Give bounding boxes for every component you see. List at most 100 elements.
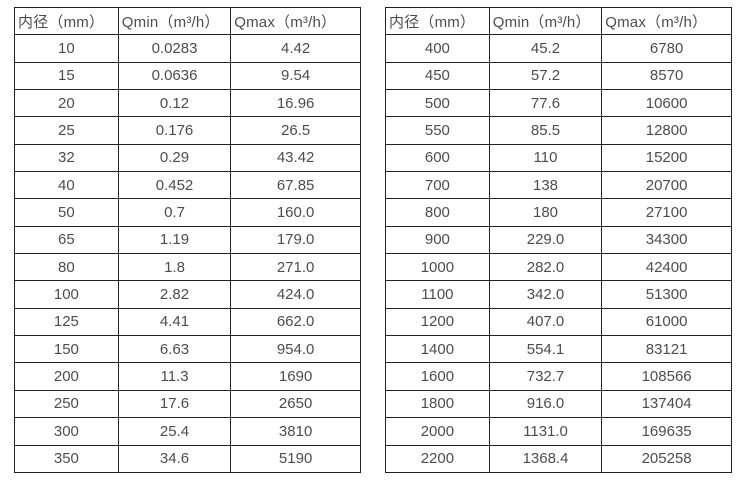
table-cell: 50 (14, 198, 119, 227)
table-row: 600 110 15200 (385, 143, 732, 173)
table-cell: 6.63 (117, 335, 232, 364)
flow-table-large-diameter: 内径（mm） Qmin（m³/h） Qmax（m³/h） 400 45.2 6780 45… (385, 6, 732, 473)
table-row: 450 57.2 8570 (385, 61, 732, 91)
table-row: 20 0.12 16.96 (14, 89, 361, 118)
table-row: 65 1.19 179.0 (14, 225, 361, 255)
table-cell: 80 (14, 253, 119, 282)
table-cell: 57.2 (488, 61, 603, 91)
table-row: 1800 916.0 137404 (385, 389, 732, 419)
table-cell: 424.0 (230, 280, 361, 309)
table-cell: 700 (385, 171, 490, 200)
table-cell: 2200 (385, 444, 490, 473)
table-cell: 0.176 (117, 116, 232, 145)
table-cell: 26.5 (230, 116, 361, 145)
table-cell: 271.0 (230, 253, 361, 282)
table-cell: 85.5 (488, 116, 603, 145)
table-cell: 43.42 (230, 143, 361, 173)
table-row: 1400 554.1 83121 (385, 335, 732, 364)
table-cell: 554.1 (488, 335, 603, 364)
table-cell: 282.0 (488, 253, 603, 282)
table-cell: 17.6 (117, 389, 232, 419)
table-cell: 500 (385, 89, 490, 118)
table-cell: 732.7 (488, 362, 603, 391)
table-row: 125 4.41 662.0 (14, 307, 361, 337)
table-cell: 137404 (601, 389, 732, 419)
table-cell: 160.0 (230, 198, 361, 227)
table-cell: 42400 (601, 253, 732, 282)
table-header-row: 内径（mm） Qmin（m³/h） Qmax（m³/h） (14, 6, 361, 36)
table-cell: 2650 (230, 389, 361, 419)
table-cell: 662.0 (230, 307, 361, 337)
table-cell: 300 (14, 417, 119, 446)
table-row: 250 17.6 2650 (14, 389, 361, 419)
table-cell: 100 (14, 280, 119, 309)
table-cell: 67.85 (230, 171, 361, 200)
table-cell: 83121 (601, 335, 732, 364)
table-cell: 1368.4 (488, 444, 603, 473)
table-cell: 1690 (230, 362, 361, 391)
table-row: 1600 732.7 108566 (385, 362, 732, 391)
table-row: 25 0.176 26.5 (14, 116, 361, 145)
table-cell: 4.42 (230, 34, 361, 63)
table-cell: 205258 (601, 444, 732, 473)
table-cell: 20 (14, 89, 119, 118)
table-cell: 450 (385, 61, 490, 91)
table-cell: 3810 (230, 417, 361, 446)
column-header: Qmin（m³/h） (117, 6, 232, 36)
table-cell: 1131.0 (488, 417, 603, 446)
table-cell: 32 (14, 143, 119, 173)
table-cell: 250 (14, 389, 119, 419)
table-row: 550 85.5 12800 (385, 116, 732, 145)
table-cell: 954.0 (230, 335, 361, 364)
table-cell: 10 (14, 34, 119, 63)
table-row: 350 34.6 5190 (14, 444, 361, 473)
table-cell: 1800 (385, 389, 490, 419)
flow-table-small-diameter: 内径（mm） Qmin（m³/h） Qmax（m³/h） 10 0.0283 4.42 1… (14, 6, 361, 473)
table-row: 150 6.63 954.0 (14, 335, 361, 364)
table-cell: 5190 (230, 444, 361, 473)
table-cell: 15 (14, 61, 119, 91)
table-cell: 0.12 (117, 89, 232, 118)
table-row: 100 2.82 424.0 (14, 280, 361, 309)
table-cell: 110 (488, 143, 603, 173)
table-cell: 2.82 (117, 280, 232, 309)
column-header: Qmax（m³/h） (601, 6, 732, 36)
table-cell: 407.0 (488, 307, 603, 337)
flow-tables-container: 内径（mm） Qmin（m³/h） Qmax（m³/h） 10 0.0283 4.42 1… (14, 6, 732, 473)
table-cell: 51300 (601, 280, 732, 309)
table-row: 2200 1368.4 205258 (385, 444, 732, 473)
table-row: 32 0.29 43.42 (14, 143, 361, 173)
table-cell: 550 (385, 116, 490, 145)
table-row: 700 138 20700 (385, 171, 732, 200)
table-cell: 0.7 (117, 198, 232, 227)
table-row: 500 77.6 10600 (385, 89, 732, 118)
table-cell: 40 (14, 171, 119, 200)
table-cell: 15200 (601, 143, 732, 173)
table-cell: 179.0 (230, 225, 361, 255)
table-cell: 2000 (385, 417, 490, 446)
table-cell: 34300 (601, 225, 732, 255)
table-cell: 25 (14, 116, 119, 145)
column-header: 内径（mm） (14, 6, 119, 36)
table-cell: 65 (14, 225, 119, 255)
table-cell: 0.29 (117, 143, 232, 173)
table-row: 200 11.3 1690 (14, 362, 361, 391)
table-cell: 800 (385, 198, 490, 227)
table-cell: 0.0283 (117, 34, 232, 63)
table-cell: 342.0 (488, 280, 603, 309)
table-cell: 1600 (385, 362, 490, 391)
table-cell: 1.8 (117, 253, 232, 282)
table-cell: 27100 (601, 198, 732, 227)
table-cell: 916.0 (488, 389, 603, 419)
table-cell: 0.452 (117, 171, 232, 200)
column-header: Qmax（m³/h） (230, 6, 361, 36)
table-cell: 150 (14, 335, 119, 364)
table-cell: 12800 (601, 116, 732, 145)
table-row: 80 1.8 271.0 (14, 253, 361, 282)
table-row: 900 229.0 34300 (385, 225, 732, 255)
column-header: Qmin（m³/h） (488, 6, 603, 36)
table-row: 40 0.452 67.85 (14, 171, 361, 200)
table-cell: 200 (14, 362, 119, 391)
table-cell: 34.6 (117, 444, 232, 473)
table-cell: 1200 (385, 307, 490, 337)
